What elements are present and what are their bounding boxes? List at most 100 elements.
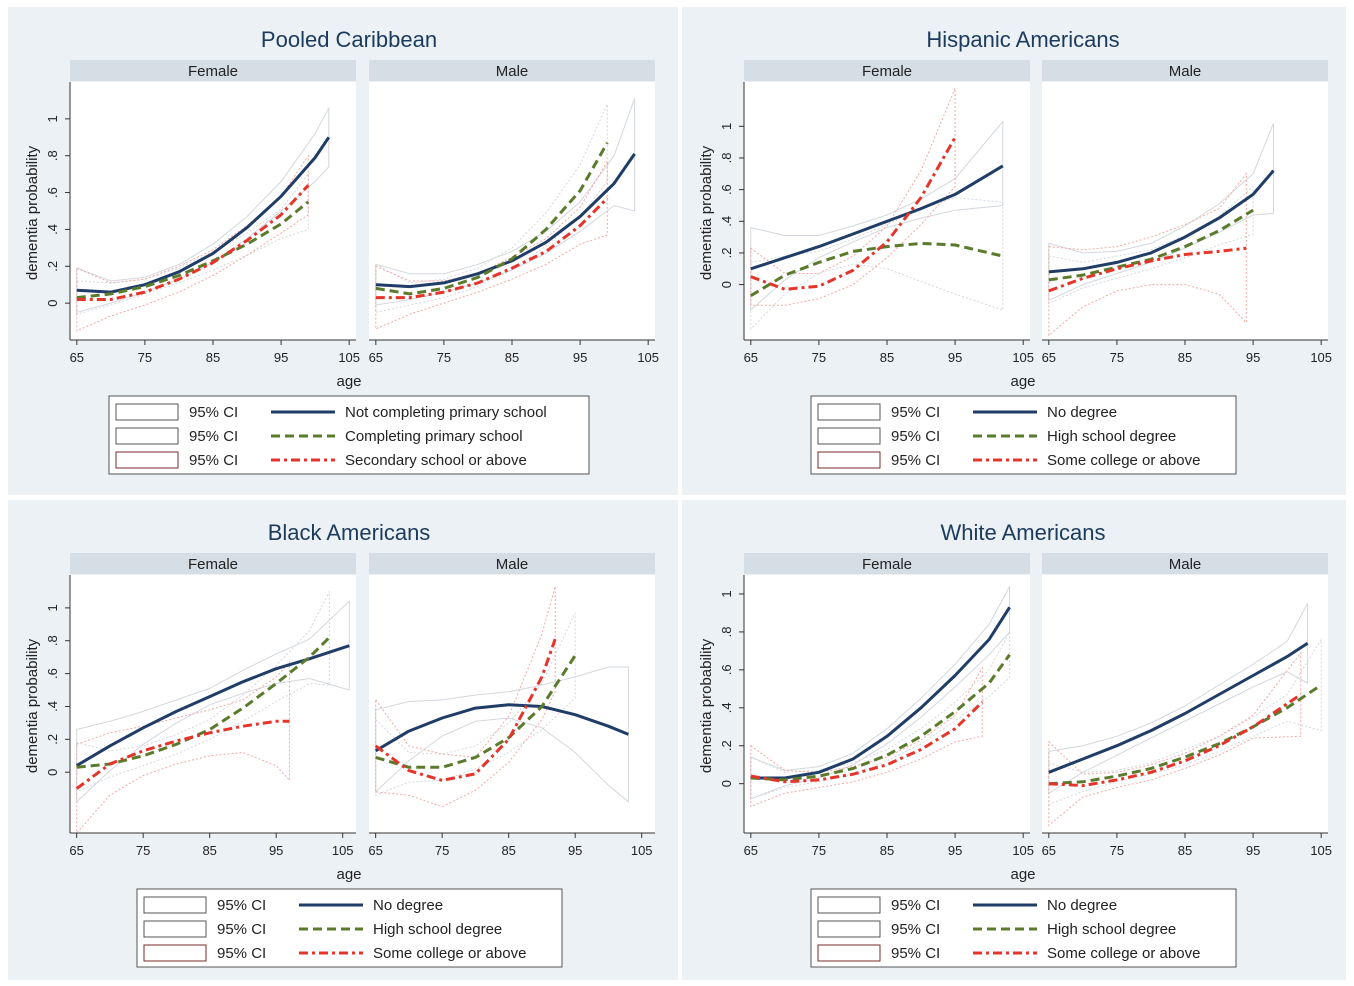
legend-ci-label: 95% CI — [891, 428, 940, 445]
legend-ci-label: 95% CI — [189, 428, 238, 445]
facet-header — [744, 60, 1030, 81]
x-tick-label: 85 — [505, 350, 519, 365]
series-line-3 — [374, 638, 557, 782]
y-tick-label: 1 — [45, 115, 60, 122]
legend-box — [108, 395, 590, 475]
x-tick-label: 85 — [501, 843, 515, 858]
x-tick-label: 85 — [1178, 843, 1192, 858]
legend-ci-label: 95% CI — [189, 452, 238, 469]
x-tick-label: 65 — [69, 843, 83, 858]
x-tick-label: 95 — [568, 843, 582, 858]
facet-label: Female — [188, 63, 238, 80]
legend-series-label: High school degree — [373, 921, 502, 938]
y-tick-label: .4 — [45, 701, 60, 712]
series-line-3 — [750, 701, 984, 784]
x-tick-label: 65 — [1042, 350, 1056, 365]
x-tick-label: 105 — [332, 843, 354, 858]
facet-header — [744, 553, 1030, 574]
x-tick-label: 95 — [573, 350, 587, 365]
confidence-band — [76, 154, 309, 332]
series-line-2 — [1048, 208, 1254, 282]
legend-ci-swatch — [115, 451, 179, 469]
x-tick-label: 85 — [1178, 350, 1192, 365]
facet-panel: Male 65 75 85 95 105 — [1042, 553, 1332, 858]
facet-label: Female — [862, 556, 912, 573]
plot-area — [369, 82, 655, 340]
legend-ci-swatch — [817, 920, 881, 938]
series-line-3 — [375, 197, 609, 300]
facet-panel: Female 65 75 85 95 105 0 .2 .4 .6 .8 1 — [719, 553, 1034, 858]
y-tick-label: 1 — [45, 604, 60, 611]
y-tick-label: 1 — [719, 590, 734, 597]
x-tick-label: 65 — [744, 350, 758, 365]
confidence-band — [1048, 637, 1322, 806]
legend-ci-swatch — [817, 896, 881, 914]
y-tick-label: .8 — [45, 150, 60, 161]
x-tick-label: 105 — [631, 843, 653, 858]
x-tick-label: 75 — [136, 843, 150, 858]
series-line-2 — [76, 200, 310, 300]
series-line-3 — [1048, 246, 1247, 293]
y-axis-label: dementia probability — [698, 145, 715, 280]
x-tick-label: 75 — [435, 843, 449, 858]
facet-header — [70, 60, 356, 81]
facet-header — [1042, 60, 1328, 81]
x-tick-label: 75 — [812, 350, 826, 365]
confidence-band — [750, 196, 1004, 331]
facet-header — [70, 553, 356, 574]
plot-area — [1042, 82, 1328, 340]
legend-ci-label: 95% CI — [217, 897, 266, 914]
confidence-band — [375, 103, 608, 314]
facet-label: Male — [496, 556, 529, 573]
x-tick-label: 75 — [1110, 350, 1124, 365]
x-tick-label: 75 — [138, 350, 152, 365]
y-tick-label: .6 — [719, 184, 734, 195]
facet-panel: Female 65 75 85 95 105 0 .2 .4 .6 .8 1 — [45, 60, 360, 365]
facet-header — [1042, 553, 1328, 574]
facet-panel: Female 65 75 85 95 105 0 .2 .4 .6 .8 1 — [45, 553, 356, 858]
confidence-band — [750, 666, 983, 808]
confidence-band — [76, 600, 350, 803]
series-line-2 — [750, 653, 1011, 782]
series-line-1 — [1048, 642, 1309, 774]
series-line-1 — [375, 153, 636, 289]
legend-series-label: High school degree — [1047, 428, 1176, 445]
y-tick-label: 1 — [719, 123, 734, 130]
facet-label: Male — [1169, 556, 1202, 573]
y-tick-label: 0 — [45, 769, 60, 776]
legend-ci-swatch — [115, 403, 179, 421]
legend: 95% CI No degree 95% CI High school degree 9… — [810, 888, 1237, 968]
confidence-band — [750, 88, 956, 306]
facet-panel: Male 65 75 85 95 105 — [369, 60, 659, 365]
confidence-band — [375, 586, 556, 808]
facet-label: Male — [1169, 63, 1202, 80]
legend-ci-swatch — [143, 896, 207, 914]
legend-series-label: Some college or above — [1047, 452, 1200, 469]
y-tick-label: .4 — [719, 216, 734, 227]
x-tick-label: 105 — [338, 350, 360, 365]
series-line-3 — [75, 719, 290, 790]
x-tick-label: 105 — [1012, 843, 1034, 858]
y-tick-label: .6 — [719, 664, 734, 675]
confidence-band — [750, 631, 1011, 800]
facet-panel: Male 65 75 85 95 105 — [368, 553, 655, 858]
y-tick-label: .2 — [719, 740, 734, 751]
legend-ci-label: 95% CI — [891, 897, 940, 914]
y-tick-label: .6 — [45, 187, 60, 198]
legend-ci-label: 95% CI — [891, 404, 940, 421]
series-line-2 — [375, 654, 577, 769]
legend-series-label: Some college or above — [373, 945, 526, 962]
facet-panel: Female 65 75 85 95 105 0 .2 .4 .6 .8 1 — [719, 60, 1034, 365]
series-line-2 — [76, 636, 331, 769]
plot-area — [1042, 575, 1328, 833]
series-line-1 — [750, 606, 1011, 780]
confidence-band — [750, 586, 1011, 800]
plot-area — [70, 82, 356, 340]
legend-ci-label: 95% CI — [891, 921, 940, 938]
x-tick-label: 95 — [948, 843, 962, 858]
legend-ci-swatch — [143, 944, 207, 962]
x-tick-label: 75 — [812, 843, 826, 858]
y-tick-label: 0 — [45, 300, 60, 307]
y-tick-label: .2 — [45, 734, 60, 745]
